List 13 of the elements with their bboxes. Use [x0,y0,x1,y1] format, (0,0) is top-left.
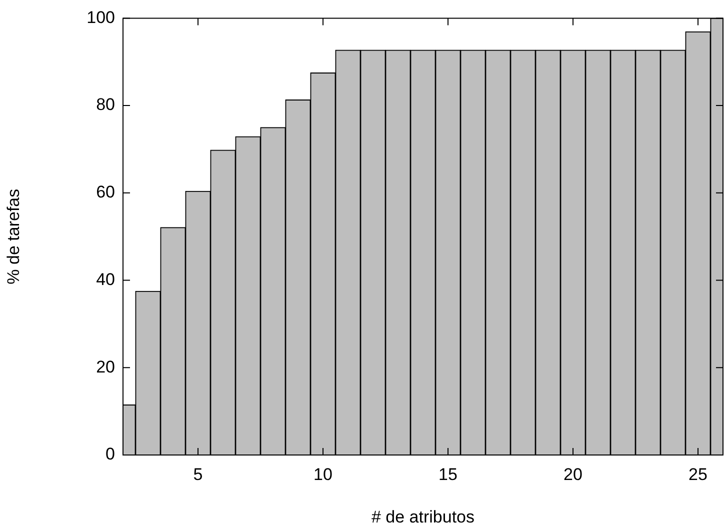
x-axis-title: # de atributos [371,507,475,526]
y-tick-label: 20 [96,357,115,376]
x-tick-label: 5 [193,464,203,484]
y-tick-label: 40 [96,270,115,289]
x-tick-label: 10 [314,464,332,484]
x-tick-label: 20 [564,464,582,484]
y-tick-label: 0 [106,444,115,464]
y-tick-label: 100 [86,8,115,27]
x-tick-label: 25 [688,464,708,484]
y-tick-label: 60 [96,182,115,202]
x-tick-label: 15 [438,464,458,484]
y-tick-label: 80 [96,95,115,114]
y-axis-title: % de tarefas [4,188,23,284]
